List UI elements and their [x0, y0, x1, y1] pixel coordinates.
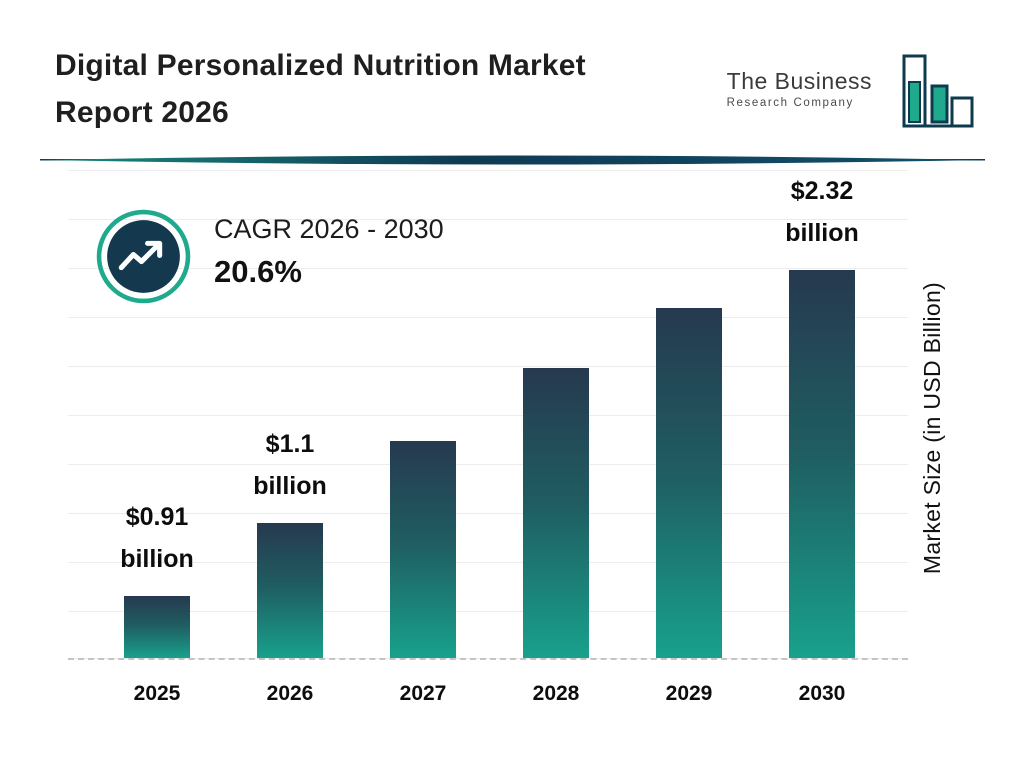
cagr-badge: CAGR 2026 - 2030 20.6%: [95, 208, 444, 310]
cagr-value: 20.6%: [214, 254, 302, 289]
bar-group-2030: $2.32 billion: [785, 170, 859, 658]
header-divider: [40, 153, 985, 165]
header: Digital Personalized Nutrition Market Re…: [55, 42, 974, 147]
logo-subtitle: Research Company: [726, 97, 854, 109]
bar-value-label-2025: $0.91 billion: [120, 503, 194, 573]
bar-value-label-2026: $1.1 billion: [253, 430, 327, 500]
logo-bars-icon: [882, 54, 974, 147]
bar-2025: [124, 596, 190, 658]
logo-name: The Business: [726, 68, 872, 94]
page-title: Digital Personalized Nutrition Market Re…: [55, 42, 586, 136]
x-tick-2030: 2030: [798, 682, 846, 705]
company-logo: The Business Research Company: [727, 54, 974, 147]
page-title-line2: Report 2026: [55, 96, 229, 129]
x-tick-2029: 2029: [665, 682, 713, 705]
bars-row: $0.91 billion $1.1 billion $2.32 billion: [120, 170, 859, 658]
y-axis-label: Market Size (in USD Billion): [919, 282, 945, 575]
bar-group-2029: [656, 308, 722, 658]
x-tick-2025: 2025: [133, 682, 181, 705]
bar-2027: [390, 441, 456, 658]
bar-group-2026: $1.1 billion: [253, 423, 327, 658]
bar-2028: [523, 368, 589, 658]
plot-grid: [68, 170, 908, 660]
x-tick-2026: 2026: [266, 682, 314, 705]
bar-2030: [789, 270, 855, 658]
bar-group-2025: $0.91 billion: [120, 496, 194, 658]
trend-up-icon: [95, 208, 192, 310]
bar-2026: [257, 523, 323, 658]
x-tick-2027: 2027: [399, 682, 447, 705]
bar-value-label-2030: $2.32 billion: [785, 177, 859, 247]
bar-2029: [656, 308, 722, 658]
cagr-texts: CAGR 2026 - 2030 20.6%: [214, 208, 444, 290]
x-tick-2028: 2028: [532, 682, 580, 705]
x-axis-ticks: 2025 2026 2027 2028 2029 2030: [124, 682, 855, 706]
logo-text: The Business Research Company: [727, 68, 872, 109]
bar-group-2028: [523, 368, 589, 658]
cagr-label: CAGR 2026 - 2030: [214, 214, 444, 244]
bar-group-2027: [390, 441, 456, 658]
page-title-line1: Digital Personalized Nutrition Market: [55, 49, 586, 82]
